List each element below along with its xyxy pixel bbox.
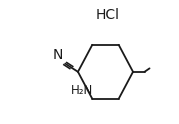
Text: H₂N: H₂N xyxy=(71,84,93,97)
Text: N: N xyxy=(52,48,63,62)
Text: HCl: HCl xyxy=(95,8,119,22)
